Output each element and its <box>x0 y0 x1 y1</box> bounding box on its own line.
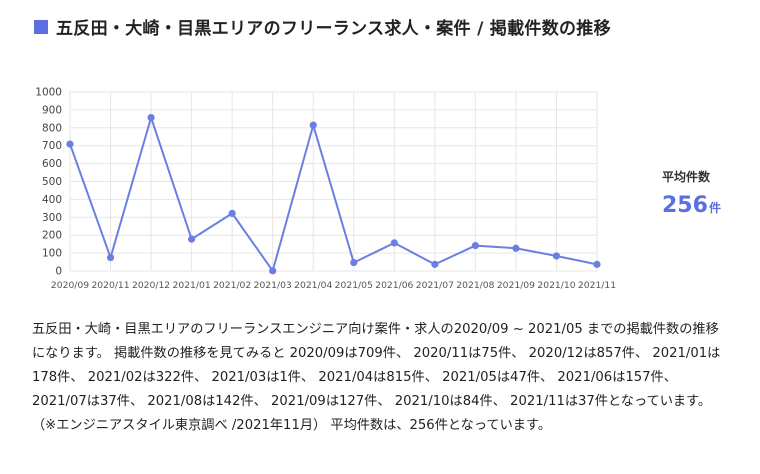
data-point <box>350 258 358 267</box>
data-point <box>471 241 479 250</box>
y-tick-label: 300 <box>42 212 62 224</box>
x-tick-label: 2021/05 <box>335 280 373 291</box>
y-tick-label: 0 <box>55 266 62 278</box>
average-number: 256 <box>662 193 708 218</box>
data-point <box>66 140 74 148</box>
x-tick-label: 2020/09 <box>51 280 89 291</box>
data-point <box>593 260 601 268</box>
x-tick-label: 2021/03 <box>254 280 292 291</box>
x-tick-label: 2020/11 <box>91 280 129 291</box>
average-panel: 平均件数 256件 <box>662 168 721 218</box>
chart-header: 五反田・大崎・目黒エリアのフリーランス求人・案件 / 掲載件数の推移 <box>34 14 611 39</box>
y-tick-label: 500 <box>42 176 62 188</box>
data-point <box>188 235 196 243</box>
average-label: 平均件数 <box>662 170 711 184</box>
x-tick-label: 2020/12 <box>132 280 170 291</box>
y-tick-label: 200 <box>42 230 62 242</box>
data-point <box>228 209 236 217</box>
x-tick-label: 2021/10 <box>537 280 575 291</box>
y-tick-label: 900 <box>42 104 62 116</box>
x-tick-label: 2021/08 <box>456 280 494 291</box>
y-tick-label: 800 <box>42 122 62 134</box>
y-tick-label: 100 <box>42 248 62 260</box>
y-tick-label: 400 <box>42 194 62 206</box>
series-line <box>69 116 598 272</box>
x-tick-label: 2021/07 <box>416 280 454 291</box>
data-point <box>390 239 398 247</box>
data-point <box>309 121 317 129</box>
x-tick-label: 2021/06 <box>375 280 413 291</box>
data-point <box>431 260 439 268</box>
data-point <box>269 267 277 275</box>
x-tick-label: 2021/11 <box>578 280 616 291</box>
average-value: 256件 <box>662 193 721 218</box>
page-title: 五反田・大崎・目黒エリアのフリーランス求人・案件 / 掲載件数の推移 <box>56 19 611 39</box>
title-square-icon <box>34 19 48 34</box>
average-unit: 件 <box>708 201 721 215</box>
description-text: 五反田・大崎・目黒エリアのフリーランスエンジニア向け案件・求人の2020/09 … <box>32 322 721 433</box>
x-tick-label: 2021/09 <box>497 280 535 291</box>
description: 五反田・大崎・目黒エリアのフリーランスエンジニア向け案件・求人の2020/09 … <box>32 318 728 438</box>
data-point <box>106 253 115 262</box>
data-point <box>512 244 520 252</box>
x-tick-label: 2021/04 <box>294 280 332 291</box>
y-tick-label: 1000 <box>35 87 62 99</box>
data-point <box>552 252 561 260</box>
x-tick-label: 2021/01 <box>173 280 211 291</box>
y-tick-label: 700 <box>42 140 62 152</box>
data-point <box>147 113 155 122</box>
y-tick-label: 600 <box>42 158 62 170</box>
x-tick-label: 2021/02 <box>213 280 251 291</box>
